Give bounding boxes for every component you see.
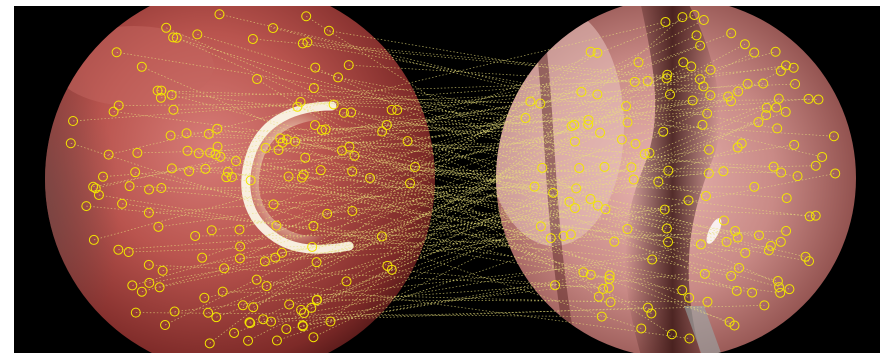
endoscopy-feature-matching-image (14, 6, 880, 353)
left-endoscope-view (14, 6, 435, 353)
image-canvas (14, 6, 880, 353)
